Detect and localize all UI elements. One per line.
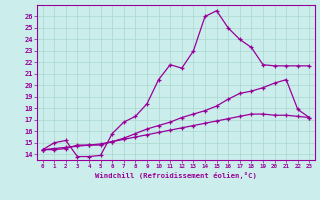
X-axis label: Windchill (Refroidissement éolien,°C): Windchill (Refroidissement éolien,°C): [95, 172, 257, 179]
